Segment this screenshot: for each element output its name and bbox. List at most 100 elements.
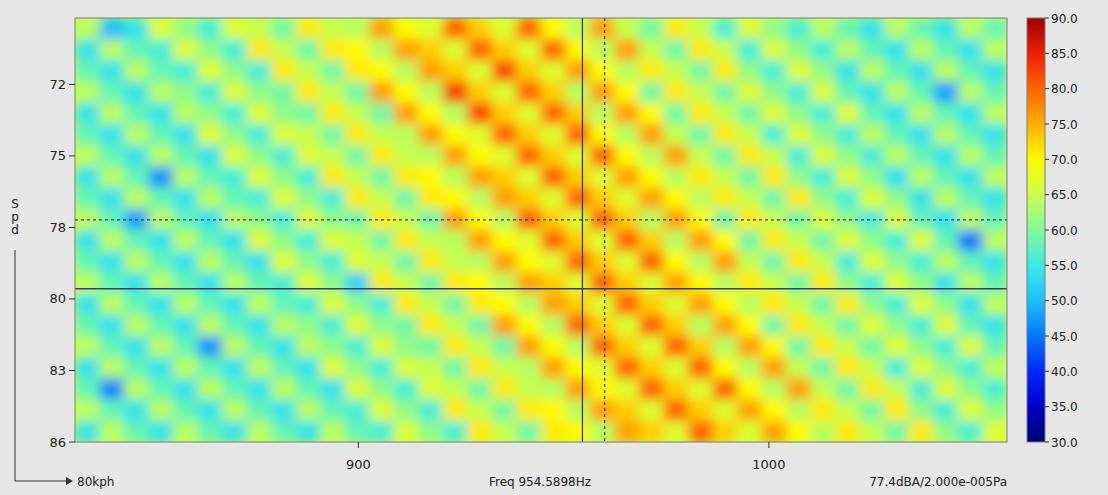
cell	[345, 378, 370, 400]
cell	[786, 272, 811, 294]
cell	[786, 145, 811, 167]
cell	[516, 336, 541, 358]
cell	[124, 82, 149, 104]
cell	[541, 18, 566, 40]
cell	[124, 336, 149, 358]
cell	[590, 145, 615, 167]
colorbar-tick	[1045, 336, 1049, 337]
cell	[688, 336, 713, 358]
cell	[369, 357, 394, 379]
cell	[394, 145, 419, 167]
cell	[443, 272, 468, 294]
cell	[982, 60, 1007, 82]
cell	[516, 421, 541, 442]
cell	[762, 18, 787, 40]
cell	[149, 421, 174, 442]
cell	[590, 230, 615, 252]
cell	[811, 230, 836, 252]
cell	[884, 336, 909, 358]
cell	[443, 145, 468, 167]
colorbar-tick-label: 90.0	[1051, 12, 1078, 26]
cell	[173, 60, 198, 82]
cell	[909, 336, 934, 358]
cell	[835, 145, 860, 167]
cell	[296, 251, 321, 273]
cell	[615, 188, 640, 210]
cell	[100, 39, 125, 61]
cell	[884, 400, 909, 422]
cell	[75, 145, 100, 167]
cell	[713, 272, 738, 294]
cell	[664, 251, 689, 273]
cell	[762, 166, 787, 188]
cell	[247, 400, 272, 422]
cursor-horizontal	[75, 288, 1007, 289]
cell	[345, 400, 370, 422]
cell	[909, 272, 934, 294]
y-tick	[69, 370, 75, 371]
cell	[860, 336, 885, 358]
cell	[615, 251, 640, 273]
cell	[198, 336, 223, 358]
cell	[884, 60, 909, 82]
cell	[566, 188, 591, 210]
cell	[713, 294, 738, 316]
colorbar	[1027, 18, 1045, 442]
cell	[124, 230, 149, 252]
cell	[198, 421, 223, 442]
cell	[590, 400, 615, 422]
cell	[762, 251, 787, 273]
cell	[933, 336, 958, 358]
cell	[909, 251, 934, 273]
cell	[394, 39, 419, 61]
cell	[222, 124, 247, 146]
cell	[75, 421, 100, 442]
cell	[664, 82, 689, 104]
cell	[958, 251, 983, 273]
cell	[467, 166, 492, 188]
cell	[958, 378, 983, 400]
cell	[198, 145, 223, 167]
cell	[296, 82, 321, 104]
cell	[394, 60, 419, 82]
cell	[884, 378, 909, 400]
colorbar-tick	[1045, 442, 1049, 443]
cell	[198, 272, 223, 294]
colorbar-tick-label: 35.0	[1051, 400, 1078, 414]
cell	[173, 166, 198, 188]
cell	[296, 421, 321, 442]
cell	[811, 272, 836, 294]
y-tick	[69, 442, 75, 443]
colorbar-tick	[1045, 406, 1049, 407]
cell	[149, 315, 174, 337]
cell	[124, 166, 149, 188]
cell	[247, 166, 272, 188]
cell	[664, 103, 689, 125]
cell	[541, 188, 566, 210]
cell	[664, 230, 689, 252]
cell	[296, 60, 321, 82]
cell	[982, 230, 1007, 252]
cell	[615, 378, 640, 400]
cell	[590, 18, 615, 40]
cell	[247, 124, 272, 146]
cell	[124, 60, 149, 82]
cell	[860, 103, 885, 125]
cell	[75, 124, 100, 146]
cell	[615, 166, 640, 188]
cell	[345, 188, 370, 210]
cell	[811, 400, 836, 422]
cell	[639, 18, 664, 40]
cell	[320, 39, 345, 61]
cell	[296, 230, 321, 252]
cell	[418, 294, 443, 316]
cell	[345, 315, 370, 337]
cell	[271, 315, 296, 337]
cell	[173, 272, 198, 294]
cell	[786, 82, 811, 104]
cell	[394, 357, 419, 379]
cell	[688, 39, 713, 61]
cell	[369, 145, 394, 167]
cell	[835, 188, 860, 210]
cell	[75, 18, 100, 40]
